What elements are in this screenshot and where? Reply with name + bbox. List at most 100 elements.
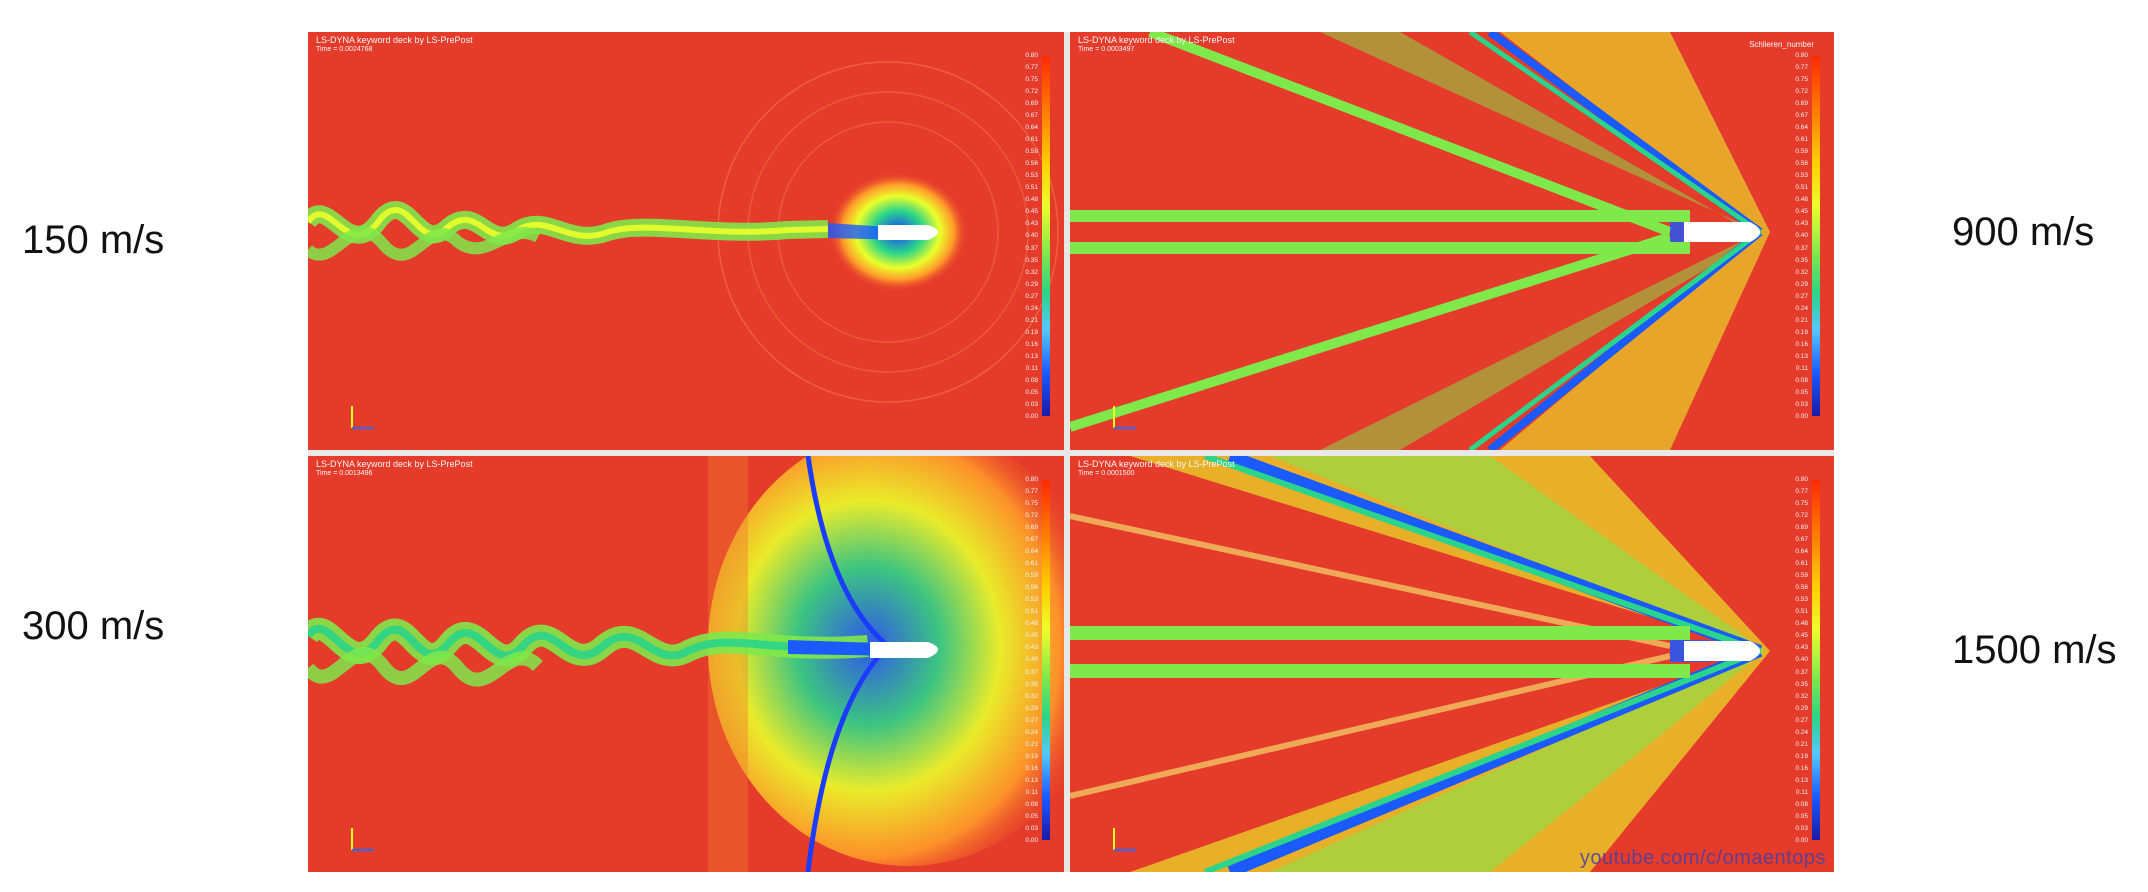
axes-triad-icon xyxy=(351,828,374,851)
colorbar xyxy=(1812,56,1820,416)
tick-label: 0.08 xyxy=(1795,376,1808,384)
tick-label: 0.13 xyxy=(1025,352,1038,360)
tick-label: 0.43 xyxy=(1025,644,1038,652)
tick-label: 0.29 xyxy=(1025,280,1038,288)
tick-label: 0.32 xyxy=(1795,268,1808,276)
tick-label: 0.75 xyxy=(1795,76,1808,84)
tick-label: 0.75 xyxy=(1795,500,1808,508)
tick-label: 0.45 xyxy=(1795,208,1808,216)
colorbar-ticks: 0.80 0.77 0.75 0.72 0.69 0.67 0.64 0.61 0.59 0.56… xyxy=(1012,476,1038,844)
tick-label: 0.59 xyxy=(1795,572,1808,580)
tick-label: 0.59 xyxy=(1025,148,1038,156)
tick-label: 0.53 xyxy=(1025,172,1038,180)
tick-label: 0.05 xyxy=(1025,388,1038,396)
tick-label: 0.43 xyxy=(1025,220,1038,228)
legend-title: Schlieren_number xyxy=(1749,40,1814,49)
tick-label: 0.53 xyxy=(1795,596,1808,604)
tick-label: 0.72 xyxy=(1025,512,1038,520)
tick-label: 0.29 xyxy=(1795,704,1808,712)
tick-label: 0.40 xyxy=(1025,232,1038,240)
tick-label: 0.11 xyxy=(1795,364,1808,372)
tick-label: 0.45 xyxy=(1025,632,1038,640)
tick-label: 0.61 xyxy=(1795,560,1808,568)
panel-header: LS-DYNA keyword deck by LS-PrePost Time … xyxy=(1078,459,1235,479)
tick-label: 0.67 xyxy=(1025,536,1038,544)
speed-label-900: 900 m/s xyxy=(1952,210,2095,254)
schlieren-field-900 xyxy=(1070,32,1770,450)
speed-label-150: 150 m/s xyxy=(22,218,165,262)
watermark-text: youtube.com/c/omaentops xyxy=(1579,847,1826,869)
tick-label: 0.11 xyxy=(1795,788,1808,796)
tick-label: 0.03 xyxy=(1025,400,1038,408)
tick-label: 0.24 xyxy=(1025,728,1038,736)
tick-label: 0.40 xyxy=(1025,656,1038,664)
tick-label: 0.32 xyxy=(1025,692,1038,700)
tick-label: 0.72 xyxy=(1795,88,1808,96)
colorbar xyxy=(1812,480,1820,840)
tick-label: 0.69 xyxy=(1025,524,1038,532)
tick-label: 0.13 xyxy=(1795,352,1808,360)
tick-label: 0.45 xyxy=(1795,632,1808,640)
tick-label: 0.05 xyxy=(1795,388,1808,396)
tick-label: 0.13 xyxy=(1795,776,1808,784)
tick-label: 0.77 xyxy=(1795,64,1808,72)
tick-label: 0.51 xyxy=(1025,184,1038,192)
tick-label: 0.32 xyxy=(1795,692,1808,700)
tick-label: 0.56 xyxy=(1025,160,1038,168)
tick-label: 0.03 xyxy=(1795,824,1808,832)
tick-label: 0.48 xyxy=(1795,620,1808,628)
tick-label: 0.53 xyxy=(1025,596,1038,604)
tick-label: 0.21 xyxy=(1795,316,1808,324)
tick-label: 0.03 xyxy=(1025,824,1038,832)
tick-label: 0.08 xyxy=(1795,800,1808,808)
tick-label: 0.56 xyxy=(1795,584,1808,592)
tick-label: 0.00 xyxy=(1795,836,1808,844)
tick-label: 0.48 xyxy=(1795,196,1808,204)
tick-label: 0.69 xyxy=(1795,100,1808,108)
tick-label: 0.21 xyxy=(1795,740,1808,748)
speed-label-1500: 1500 m/s xyxy=(1952,628,2117,672)
tick-label: 0.51 xyxy=(1795,608,1808,616)
tick-label: 0.24 xyxy=(1025,304,1038,312)
tick-label: 0.80 xyxy=(1795,476,1808,483)
tick-label: 0.03 xyxy=(1795,400,1808,408)
tick-label: 0.00 xyxy=(1795,412,1808,420)
panel-time: Time = 0.0024768 xyxy=(316,46,373,53)
tick-label: 0.56 xyxy=(1025,584,1038,592)
tick-label: 0.61 xyxy=(1795,136,1808,144)
tick-label: 0.77 xyxy=(1025,488,1038,496)
tick-label: 0.37 xyxy=(1795,244,1808,252)
tick-label: 0.35 xyxy=(1795,256,1808,264)
tick-label: 0.69 xyxy=(1025,100,1038,108)
tick-label: 0.51 xyxy=(1795,184,1808,192)
tick-label: 0.72 xyxy=(1795,512,1808,520)
schlieren-field-300 xyxy=(308,456,1064,872)
panel-time: Time = 0.0001500 xyxy=(1078,470,1135,477)
schlieren-field-1500 xyxy=(1070,456,1770,872)
panel-time: Time = 0.0013496 xyxy=(316,470,373,477)
simulation-panel-900: LS-DYNA keyword deck by LS-PrePost Time … xyxy=(1070,32,1834,450)
simulation-panel-300: LS-DYNA keyword deck by LS-PrePost Time … xyxy=(308,456,1064,872)
tick-label: 0.67 xyxy=(1795,112,1808,120)
tick-label: 0.19 xyxy=(1795,752,1808,760)
tick-label: 0.80 xyxy=(1025,476,1038,483)
tick-label: 0.11 xyxy=(1025,364,1038,372)
tick-label: 0.80 xyxy=(1795,52,1808,59)
simulation-panel-1500: LS-DYNA keyword deck by LS-PrePost Time … xyxy=(1070,456,1834,872)
axes-triad-icon xyxy=(1113,406,1136,429)
tick-label: 0.00 xyxy=(1025,836,1038,844)
tick-label: 0.37 xyxy=(1025,244,1038,252)
tick-label: 0.05 xyxy=(1025,812,1038,820)
tick-label: 0.21 xyxy=(1025,316,1038,324)
colorbar xyxy=(1042,480,1050,840)
tick-label: 0.29 xyxy=(1025,704,1038,712)
panel-header: LS-DYNA keyword deck by LS-PrePost Time … xyxy=(1078,35,1235,55)
tick-label: 0.43 xyxy=(1795,644,1808,652)
tick-label: 0.61 xyxy=(1025,560,1038,568)
tick-label: 0.27 xyxy=(1795,292,1808,300)
tick-label: 0.75 xyxy=(1025,500,1038,508)
tick-label: 0.35 xyxy=(1795,680,1808,688)
panel-time: Time = 0.0003497 xyxy=(1078,46,1135,53)
tick-label: 0.48 xyxy=(1025,196,1038,204)
simulation-panel-150: LS-DYNA keyword deck by LS-PrePost Time … xyxy=(308,32,1064,450)
